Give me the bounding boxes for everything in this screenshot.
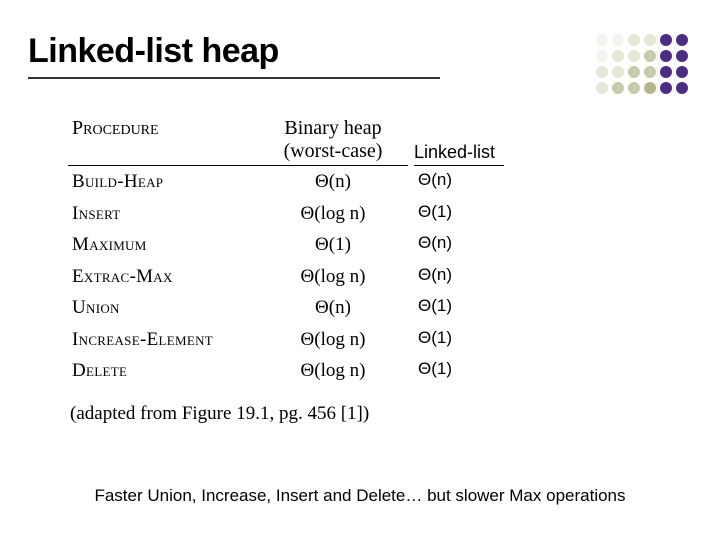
ll-cell: Θ(1) [408,324,528,356]
ll-cell: Θ(n) [408,229,528,261]
ll-cell: Θ(1) [408,198,528,230]
decor-dot [676,82,688,94]
proc-cell: Build-Heap [68,166,258,198]
col-header-linkedlist: Linked-list [408,140,528,165]
proc-cell: Delete [68,355,258,387]
ll-cell: Θ(n) [408,261,528,293]
title-area: Linked-list heap [28,32,692,79]
bin-cell: Θ(n) [258,166,408,198]
col-header-binary-line2: (worst-case) [284,140,383,162]
slide-title: Linked-list heap [28,32,692,71]
slide: Linked-list heap Procedure Binary heap (… [0,0,720,540]
col-header-procedure: Procedure [68,115,258,165]
bin-cell: Θ(n) [258,292,408,324]
proc-cell: Extrac-Max [68,261,258,293]
col-header-binary-line1: Binary heap [284,117,381,139]
footer-note: Faster Union, Increase, Insert and Delet… [0,486,720,506]
decor-dot [596,82,608,94]
bin-cell: Θ(log n) [258,355,408,387]
bin-cell: Θ(log n) [258,324,408,356]
bin-cell: Θ(log n) [258,261,408,293]
proc-cell: Maximum [68,229,258,261]
decor-dot [628,82,640,94]
ll-cell: Θ(1) [408,292,528,324]
proc-cell: Insert [68,198,258,230]
ll-cell: Θ(1) [408,355,528,387]
decor-dot [660,82,672,94]
decor-dot [612,82,624,94]
decor-dot [644,82,656,94]
complexity-table: Procedure Binary heap (worst-case) Linke… [68,115,692,387]
title-underline [28,77,440,79]
content: Procedure Binary heap (worst-case) Linke… [68,115,692,425]
bin-cell: Θ(log n) [258,198,408,230]
table-caption: (adapted from Figure 19.1, pg. 456 [1]) [70,403,692,425]
proc-cell: Increase-Element [68,324,258,356]
bin-cell: Θ(1) [258,229,408,261]
col-header-binary: Binary heap (worst-case) [258,115,408,165]
ll-cell: Θ(n) [408,166,528,198]
proc-cell: Union [68,292,258,324]
